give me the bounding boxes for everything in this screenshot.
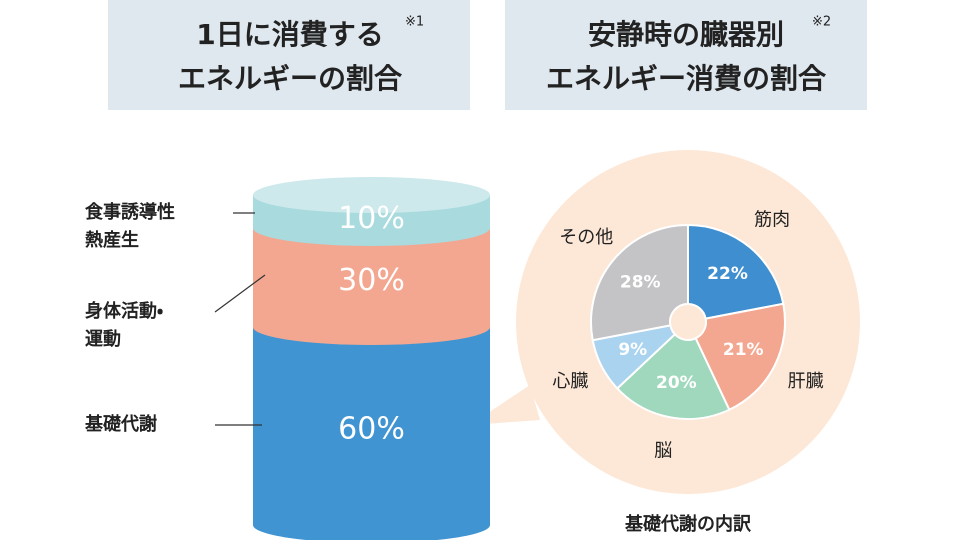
value-label: 9% (618, 340, 647, 360)
cylinder-segment (253, 228, 490, 345)
leader-line (214, 274, 266, 313)
category-label: 筋肉 (754, 209, 790, 230)
pie-slice (694, 302, 786, 412)
title-note: ※2 (812, 15, 831, 30)
pie-background (516, 150, 860, 494)
category-label: 熱産生 (85, 229, 139, 251)
pie-slice (687, 223, 785, 320)
pie-slice (615, 332, 731, 420)
category-label: 心臓 (552, 371, 588, 392)
value-label: 60% (338, 412, 405, 447)
title-note: ※1 (405, 15, 424, 30)
title: エネルギーの割合 (178, 62, 403, 95)
value-label: 28% (620, 272, 661, 292)
category-label: 身体活動・ (85, 300, 163, 322)
category-label: 運動 (85, 328, 121, 350)
category-label: その他 (559, 227, 613, 248)
category-label: 脳 (654, 441, 672, 462)
cylinder-segment (253, 327, 490, 540)
value-label: 20% (656, 373, 697, 393)
category-label: 肝臓 (788, 371, 824, 392)
pie-slice (590, 223, 689, 342)
title: エネルギー消費の割合 (546, 62, 827, 95)
caption: 基礎代謝の内訳 (624, 513, 752, 535)
value-label: 21% (723, 340, 764, 360)
value-label: 30% (338, 263, 405, 298)
category-label: 基礎代謝 (84, 413, 157, 435)
title-box (108, 0, 470, 110)
cylinder-top (253, 177, 490, 213)
title-box (505, 0, 867, 110)
value-label: 10% (338, 201, 405, 236)
value-label: 22% (707, 264, 748, 284)
title: 1日に消費する (196, 18, 383, 51)
title: 安静時の臓器別 (588, 18, 784, 51)
category-label: 食事誘導性 (85, 201, 175, 223)
